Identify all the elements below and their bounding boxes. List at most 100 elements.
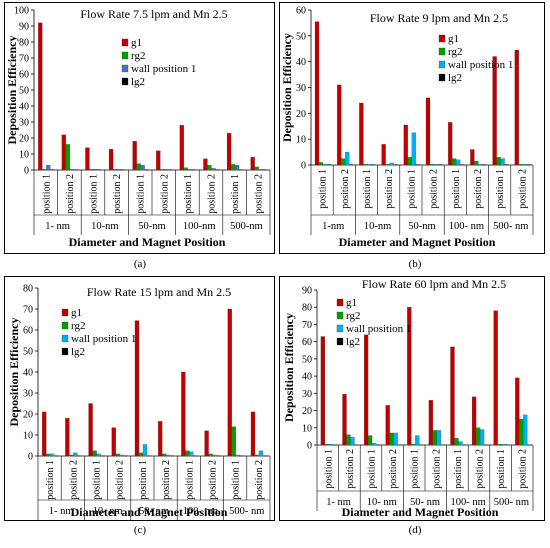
bar-g1 — [227, 308, 232, 457]
group-label: 1-nm — [322, 221, 344, 232]
bar-g1 — [450, 346, 455, 446]
chart-frame-a — [4, 2, 275, 254]
bar-rg2 — [185, 450, 190, 457]
category-label: position 2 — [254, 460, 265, 500]
group-label: 10- nm — [93, 506, 123, 517]
bar-lg2 — [354, 444, 359, 446]
y-tick-label: 90 — [302, 286, 312, 297]
bar-g1 — [428, 400, 433, 446]
bar-lg2 — [527, 444, 532, 446]
legend-swatch — [61, 347, 69, 356]
bar-lg2 — [73, 169, 78, 171]
legend-label: rg2 — [346, 310, 360, 322]
bar-g1 — [61, 134, 66, 171]
bar-wall-position-1 — [500, 158, 505, 166]
bar-lg2 — [375, 444, 381, 446]
group-label: 1- nm — [45, 221, 70, 232]
bar-rg2 — [518, 164, 523, 166]
chart-panel-b: 0 10 20 30 40 50 60 position 1 position 2 positio… — [275, 0, 550, 274]
bar-g1 — [226, 133, 232, 171]
y-tick-label: 0 — [24, 166, 29, 177]
category-label: position 2 — [207, 174, 218, 214]
legend-swatch — [336, 337, 344, 346]
bar-wall-position-1 — [258, 169, 263, 171]
legend-label: wall position 1 — [346, 323, 411, 335]
chart-frame-c — [4, 276, 275, 521]
bar-lg2 — [397, 444, 402, 446]
category-label: position 2 — [340, 169, 351, 209]
legend-label: g1 — [346, 297, 357, 309]
bar-wall-position-1 — [164, 169, 169, 171]
chart-frame-d — [279, 276, 545, 521]
bar-wall-position-1 — [501, 444, 506, 446]
bar-g1 — [448, 122, 453, 166]
y-tick-label: 80 — [23, 284, 33, 295]
bar-lg2 — [50, 169, 55, 171]
group-label: 50- nm — [139, 506, 169, 517]
bar-lg2 — [168, 169, 173, 171]
category-label: position 1 — [318, 169, 329, 209]
bar-g1 — [156, 150, 161, 171]
category-label: position 2 — [208, 460, 219, 500]
bar-rg2 — [363, 164, 368, 166]
category-label: position 2 — [518, 449, 529, 489]
y-tick-label: 10 — [19, 150, 29, 161]
legend-label: g1 — [448, 33, 459, 45]
category-label: position 2 — [384, 169, 395, 209]
bar-g1 — [250, 411, 256, 457]
category-label: position 2 — [112, 174, 123, 214]
category-label: position 1 — [495, 169, 506, 209]
bar-wall-position-1 — [234, 165, 240, 171]
category-label: position 1 — [410, 449, 421, 489]
bar-lg2 — [504, 164, 509, 166]
legend-swatch — [336, 311, 344, 320]
y-tick-label: 30 — [302, 389, 312, 400]
bar-wall-position-1 — [73, 452, 78, 457]
category-label: position 2 — [475, 449, 486, 489]
bar-rg2 — [389, 432, 394, 446]
bar-lg2 — [482, 164, 487, 166]
bar-lg2 — [120, 169, 126, 171]
category-label: position 2 — [517, 169, 528, 209]
bar-rg2 — [346, 434, 351, 446]
y-tick-label: 0 — [307, 441, 312, 452]
bar-lg2 — [123, 455, 128, 457]
y-tick-label: 40 — [23, 368, 33, 379]
bar-rg2 — [454, 438, 459, 446]
bar-rg2 — [231, 426, 236, 457]
legend-label: g1 — [71, 307, 82, 319]
bar-wall-position-1 — [371, 443, 377, 446]
bar-wall-position-1 — [411, 132, 416, 166]
bar-wall-position-1 — [436, 430, 441, 446]
y-tick-label: 40 — [296, 57, 306, 68]
bar-wall-position-1 — [478, 164, 483, 166]
bar-wall-position-1 — [96, 453, 101, 457]
chart-frame-b — [279, 2, 545, 254]
bar-rg2 — [432, 430, 437, 446]
panel-caption-a: (a) — [133, 258, 147, 270]
group-label: 1- nm — [49, 506, 74, 517]
y-axis-label: Deposition Efficiency — [280, 33, 294, 142]
category-label: position 1 — [231, 460, 242, 500]
bar-rg2 — [429, 164, 435, 166]
bar-g1 — [337, 84, 342, 166]
category-label: position 1 — [41, 174, 52, 214]
bar-g1 — [425, 97, 431, 166]
category-label: position 2 — [429, 169, 440, 209]
group-label: 100-nm — [183, 221, 216, 232]
bar-g1 — [179, 125, 184, 171]
bar-rg2 — [115, 453, 120, 457]
bar-lg2 — [393, 164, 398, 166]
bar-g1 — [470, 149, 475, 166]
chart-title: Flow Rate 7.5 lpm and Mn 2.5 — [80, 7, 227, 21]
legend-label: wall position 1 — [448, 59, 513, 71]
legend-label: rg2 — [448, 46, 462, 58]
group-label: 500- nm — [493, 221, 528, 232]
bar-g1 — [158, 421, 163, 457]
bar-wall-position-1 — [328, 444, 333, 446]
y-tick-label: 60 — [296, 6, 306, 17]
y-tick-label: 60 — [23, 326, 33, 337]
bar-rg2 — [89, 169, 94, 171]
bar-lg2 — [349, 164, 354, 166]
category-label: position 2 — [159, 174, 170, 214]
